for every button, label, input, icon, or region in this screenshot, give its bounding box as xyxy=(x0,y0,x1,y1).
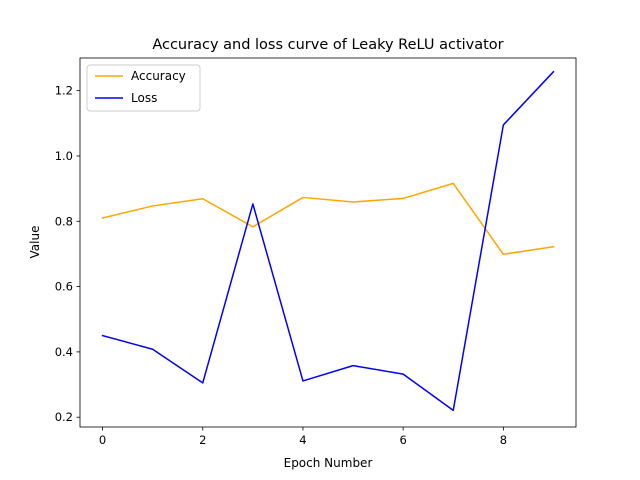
plot-area xyxy=(79,57,577,428)
y-tick-label: 1.2 xyxy=(55,84,73,98)
x-axis-label: Epoch Number xyxy=(284,456,373,470)
legend: Accuracy Loss xyxy=(86,64,201,112)
x-tick-label: 0 xyxy=(99,433,106,447)
y-axis-ticks: 0.2 0.4 0.6 0.8 1.0 1.2 xyxy=(55,84,80,424)
x-tick-label: 8 xyxy=(500,433,507,447)
y-tick-label: 0.6 xyxy=(55,280,73,294)
y-tick-label: 0.2 xyxy=(55,410,73,424)
x-tick-label: 6 xyxy=(399,433,406,447)
chart-title: Accuracy and loss curve of Leaky ReLU ac… xyxy=(152,37,503,53)
x-axis-ticks: 0 2 4 6 8 xyxy=(99,427,507,447)
y-axis-label: Value xyxy=(28,226,42,259)
y-tick-label: 0.4 xyxy=(55,345,73,359)
series-line-accuracy xyxy=(101,182,555,256)
legend-label-loss: Loss xyxy=(131,91,157,105)
x-tick-label: 4 xyxy=(299,433,306,447)
x-tick-label: 2 xyxy=(199,433,206,447)
legend-label-accuracy: Accuracy xyxy=(131,69,186,83)
series-line-loss xyxy=(101,70,555,412)
axes-frame xyxy=(79,57,577,428)
y-tick-label: 0.8 xyxy=(55,214,73,228)
y-tick-label: 1.0 xyxy=(55,149,73,163)
